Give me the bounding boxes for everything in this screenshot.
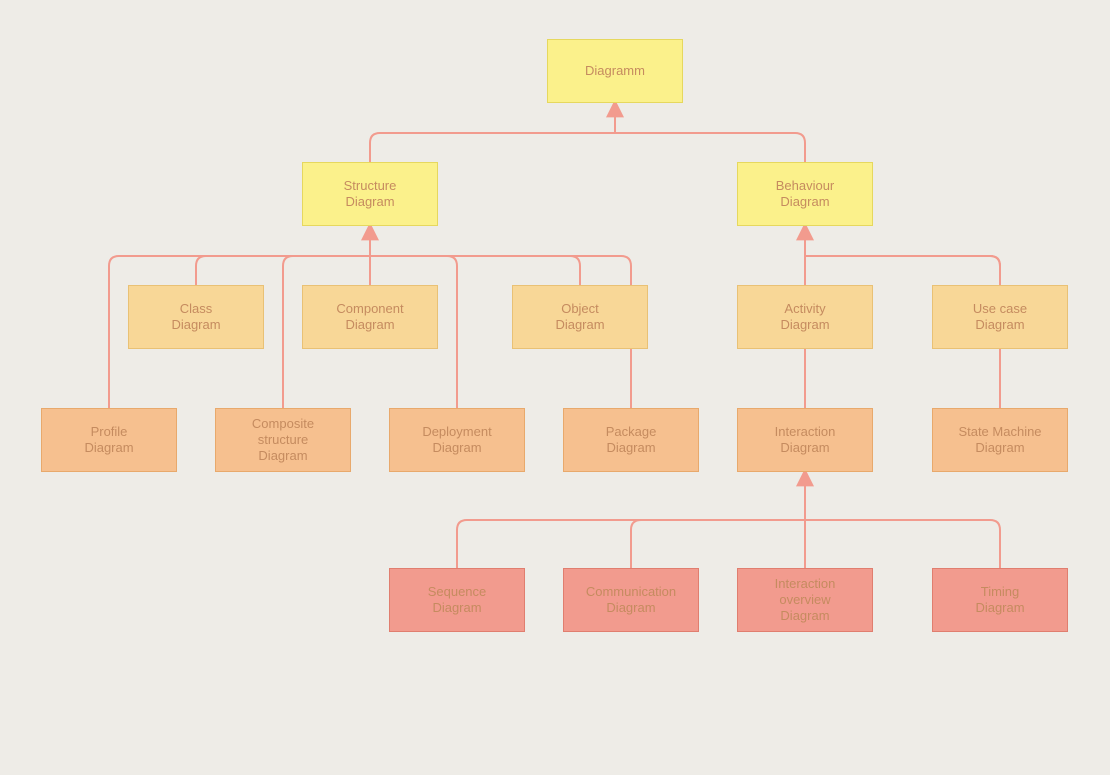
node-object: Object Diagram: [512, 285, 648, 349]
node-component: Component Diagram: [302, 285, 438, 349]
node-timing: Timing Diagram: [932, 568, 1068, 632]
node-statemach: State Machine Diagram: [932, 408, 1068, 472]
node-deployment: Deployment Diagram: [389, 408, 525, 472]
node-usecase: Use case Diagram: [932, 285, 1068, 349]
edges-layer: [0, 0, 1110, 775]
node-profile: Profile Diagram: [41, 408, 177, 472]
diagram-canvas: Diagramm Structure Diagram Behaviour Diagr…: [0, 0, 1110, 775]
node-intover: Interaction overview Diagram: [737, 568, 873, 632]
node-behaviour: Behaviour Diagram: [737, 162, 873, 226]
node-composite: Composite structure Diagram: [215, 408, 351, 472]
node-sequence: Sequence Diagram: [389, 568, 525, 632]
node-interaction: Interaction Diagram: [737, 408, 873, 472]
node-activity: Activity Diagram: [737, 285, 873, 349]
node-package: Package Diagram: [563, 408, 699, 472]
node-root: Diagramm: [547, 39, 683, 103]
node-communication: Communication Diagram: [563, 568, 699, 632]
node-class: Class Diagram: [128, 285, 264, 349]
node-structure: Structure Diagram: [302, 162, 438, 226]
